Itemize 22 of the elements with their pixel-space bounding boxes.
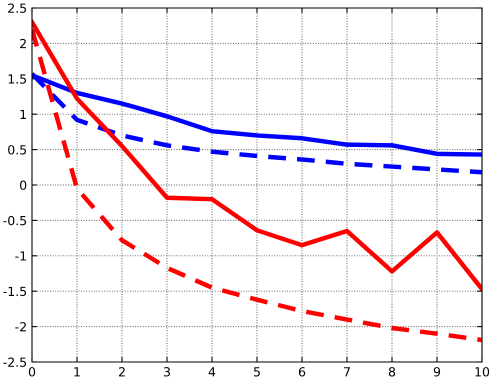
y-tick-label: 1 — [20, 110, 26, 119]
x-tick-label: 8 — [388, 367, 396, 377]
y-tick-label: 2.5 — [8, 3, 26, 13]
y-tick-label: 0.5 — [8, 145, 26, 155]
y-tick-label: -2 — [15, 322, 26, 332]
x-tick-label: 3 — [164, 367, 170, 377]
x-tick-label: 10 — [475, 367, 490, 377]
x-tick-label: 2 — [118, 367, 125, 376]
y-tick-label: -1 — [15, 251, 26, 261]
y-tick-label: -0.5 — [3, 216, 26, 226]
x-tick-label: 1 — [74, 367, 80, 376]
y-tick-label: 1.5 — [8, 74, 26, 84]
y-tick-label: 2 — [20, 38, 26, 48]
x-tick-label: 0 — [28, 367, 36, 377]
y-tick-label: -1.5 — [3, 286, 26, 296]
x-tick-label: 9 — [434, 367, 440, 377]
x-tick-label: 5 — [254, 367, 260, 377]
y-tick-label: -2.5 — [3, 357, 26, 367]
y-tick-label: 0 — [20, 180, 26, 190]
x-tick-label: 7 — [344, 367, 350, 376]
x-tick-label: 6 — [298, 367, 306, 377]
x-tick-label: 4 — [208, 367, 216, 376]
